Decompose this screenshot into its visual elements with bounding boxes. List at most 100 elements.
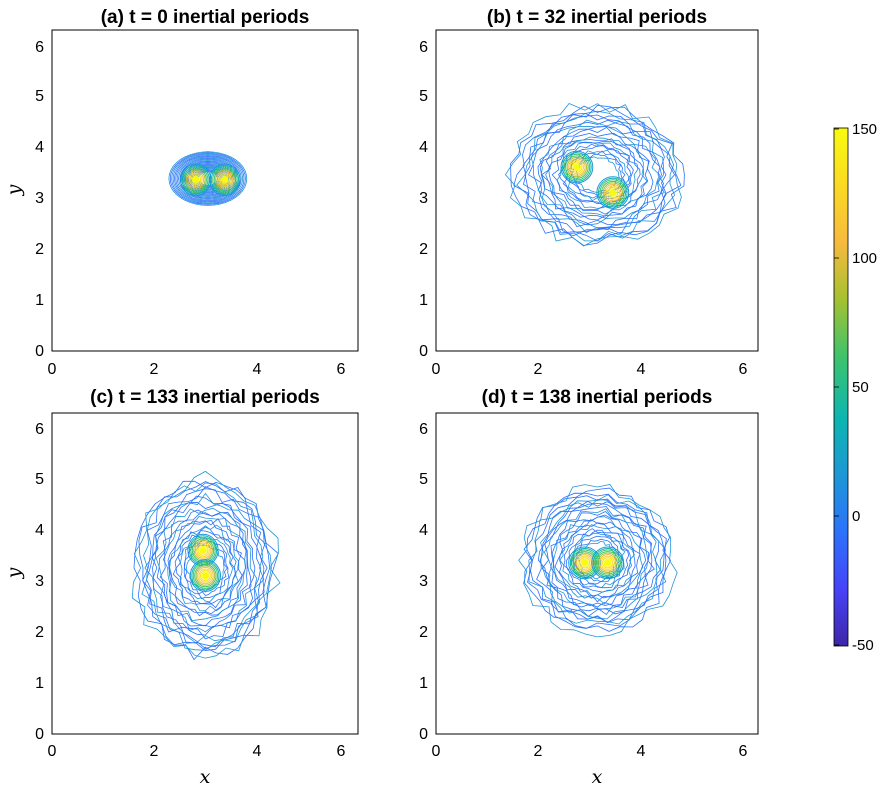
colorbar-tick-label: 0 (852, 508, 860, 525)
vortex-contour (599, 179, 627, 206)
contour-line (518, 484, 678, 638)
vortex-contour (565, 155, 589, 179)
contour-line (172, 526, 237, 609)
contour-line (178, 158, 238, 200)
vortex-contour (183, 166, 209, 194)
y-tick-label: 2 (419, 241, 428, 258)
contour-line (552, 516, 644, 605)
panel-d: (d) t = 138 inertial periods 0 2 4 6 0 1… (419, 387, 759, 788)
contour-line (138, 481, 271, 652)
panel-a-axes (51, 29, 359, 352)
vortex-contour (591, 546, 625, 580)
contour-line (180, 159, 235, 198)
panel-d-y-ticks: 0 1 2 3 4 5 6 (419, 421, 428, 743)
vortex-contour (213, 168, 237, 192)
vortex-contour (580, 558, 589, 567)
vortex-core (192, 176, 199, 183)
contour-line (162, 516, 247, 622)
vortex-contour (572, 551, 597, 575)
vortex-contour (598, 177, 628, 208)
vortex-contour (195, 565, 216, 586)
x-tick-label: 6 (337, 743, 346, 760)
x-tick-label: 4 (253, 743, 262, 760)
y-tick-label: 1 (419, 292, 428, 309)
y-tick-label: 2 (419, 624, 428, 641)
contour-line (510, 105, 685, 246)
y-tick-label: 0 (419, 726, 428, 743)
colorbar-tick-label: -50 (852, 637, 874, 654)
y-tick-label: 0 (35, 343, 44, 360)
y-tick-label: 6 (35, 39, 44, 56)
x-tick-label: 6 (739, 361, 748, 378)
panel-a: (a) t = 0 inertial periods 0 2 4 6 0 1 2… (3, 7, 359, 378)
panel-b-title: (b) t = 32 inertial periods (487, 7, 707, 28)
panel-b-axes (435, 29, 759, 352)
panel-c-x-label: x (200, 766, 211, 788)
vortex-contour (605, 185, 620, 200)
y-tick-label: 1 (35, 292, 44, 309)
vortex-contour (579, 557, 591, 569)
panel-b: (b) t = 32 inertial periods 0 2 4 6 0 1 … (419, 7, 759, 378)
vortex-contour (185, 169, 206, 191)
y-tick-label: 4 (419, 522, 428, 539)
contour-line (539, 125, 660, 226)
contour-line (133, 480, 279, 661)
contour-line (168, 151, 248, 206)
vortex-contour (197, 544, 209, 556)
panel-b-y-ticks: 0 1 2 3 4 5 6 (419, 39, 428, 360)
vortex-contour (571, 549, 598, 577)
y-tick-label: 3 (35, 573, 44, 590)
y-tick-label: 5 (35, 88, 44, 105)
vortex-contour (192, 562, 219, 589)
vortex-contour (608, 188, 617, 197)
contour-line (146, 488, 268, 648)
y-tick-label: 0 (35, 726, 44, 743)
vortex-contour (188, 172, 203, 187)
vortex-contour (603, 558, 612, 567)
panel-c-contours (131, 470, 281, 661)
panel-a-x-ticks: 0 2 4 6 (48, 361, 346, 378)
contour-line (541, 506, 655, 616)
x-tick-label: 0 (432, 743, 441, 760)
vortex-contour (221, 175, 229, 184)
y-tick-label: 3 (419, 190, 428, 207)
vortex-core (581, 559, 588, 566)
panel-a-y-ticks: 0 1 2 3 4 5 6 (35, 39, 44, 360)
contour-line (577, 541, 618, 579)
contour-line (527, 119, 664, 231)
panel-d-x-ticks: 0 2 4 6 (432, 743, 748, 760)
y-tick-label: 6 (419, 421, 428, 438)
vortex-core (221, 176, 228, 183)
panel-d-title: (d) t = 138 inertial periods (482, 387, 713, 408)
vortex-contour (595, 551, 620, 575)
vortex-contour (571, 161, 583, 173)
vortex-contour (187, 171, 204, 189)
vortex-contour (568, 546, 601, 580)
vortex-core (202, 572, 209, 579)
panel-c-axes (51, 412, 359, 735)
y-tick-label: 5 (419, 88, 428, 105)
colorbar-tick-label: 50 (852, 379, 869, 396)
contour-line (172, 154, 244, 203)
y-tick-label: 4 (35, 522, 44, 539)
contour-line (526, 492, 667, 629)
x-tick-label: 2 (534, 743, 543, 760)
colorbar: 150 100 50 0 -50 (833, 121, 877, 654)
vortex-core (200, 547, 206, 554)
vortex-contour (592, 548, 623, 578)
vortex-contour (572, 163, 582, 172)
y-tick-label: 2 (35, 624, 44, 641)
y-tick-label: 6 (35, 421, 44, 438)
vortex-contour (594, 549, 622, 577)
vortex-contour (601, 180, 625, 205)
x-tick-label: 0 (48, 743, 57, 760)
y-tick-label: 5 (419, 471, 428, 488)
y-tick-label: 0 (419, 343, 428, 360)
vortex-contour (191, 560, 220, 591)
contour-line (539, 498, 658, 620)
vortex-contour (210, 165, 239, 195)
contour-line (179, 534, 234, 603)
contour-line (556, 141, 639, 209)
contour-line (550, 514, 647, 607)
